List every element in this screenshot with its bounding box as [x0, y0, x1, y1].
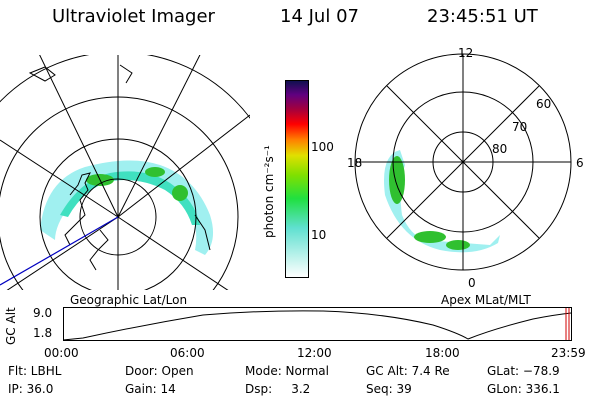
seq-status: Seq: 39	[366, 382, 412, 396]
mag-aurora-spot	[446, 240, 470, 250]
geo-aurora-spot	[145, 167, 165, 177]
mlt-label-6: 6	[576, 156, 584, 170]
door-status: Door: Open	[125, 364, 194, 378]
mlat-label-70: 70	[512, 120, 528, 134]
geo-aurora-spot	[172, 185, 188, 201]
timeline-ytick-top: 9.0	[33, 306, 53, 320]
orbit-track-line	[0, 216, 119, 286]
timeline-xtick-0000: 00:00	[44, 346, 79, 360]
date-label: 14 Jul 07	[280, 6, 359, 27]
timeline-xtick-2359: 23:59	[551, 346, 586, 360]
mlt-label-12: 12	[458, 46, 474, 60]
mlt-label-18: 18	[347, 156, 363, 170]
colorbar-tick-10: 10	[311, 228, 327, 242]
gc-alt-timeline	[63, 307, 572, 341]
colorbar-tick-100: 100	[311, 140, 334, 154]
geographic-panel-label: Geographic Lat/Lon	[70, 293, 188, 307]
timeline-xtick-1800: 18:00	[425, 346, 460, 360]
timeline-ylabel: GC Alt	[4, 307, 18, 345]
dsp-status: Dsp: 3.2	[245, 382, 311, 396]
mlat-label-60: 60	[536, 97, 552, 111]
apex-mlt-polar-plot	[354, 53, 572, 271]
gc-alt-status: GC Alt: 7.4 Re	[366, 364, 450, 378]
mag-aurora-spot	[414, 231, 446, 243]
timeline-xtick-1200: 12:00	[297, 346, 332, 360]
time-label: 23:45:51 UT	[427, 6, 538, 27]
ip-status: IP: 36.0	[8, 382, 54, 396]
timeline-ytick-bottom: 1.8	[33, 326, 53, 340]
colorbar-unit-label: photon cm⁻²s⁻¹	[262, 145, 276, 238]
intensity-colorbar	[285, 80, 309, 278]
gain-status: Gain: 14	[125, 382, 176, 396]
mlt-label-0: 0	[468, 276, 476, 290]
instrument-title: Ultraviolet Imager	[52, 6, 215, 27]
gc-alt-curve	[63, 310, 572, 341]
geographic-map	[0, 55, 250, 290]
mode-status: Mode: Normal	[245, 364, 329, 378]
timeline-xtick-0600: 06:00	[170, 346, 205, 360]
apex-panel-label: Apex MLat/MLT	[441, 293, 531, 307]
filter-status: Flt: LBHL	[8, 364, 62, 378]
glon-status: GLon: 336.1	[487, 382, 560, 396]
glat-status: GLat: −78.9	[487, 364, 560, 378]
mlat-label-80: 80	[492, 142, 508, 156]
